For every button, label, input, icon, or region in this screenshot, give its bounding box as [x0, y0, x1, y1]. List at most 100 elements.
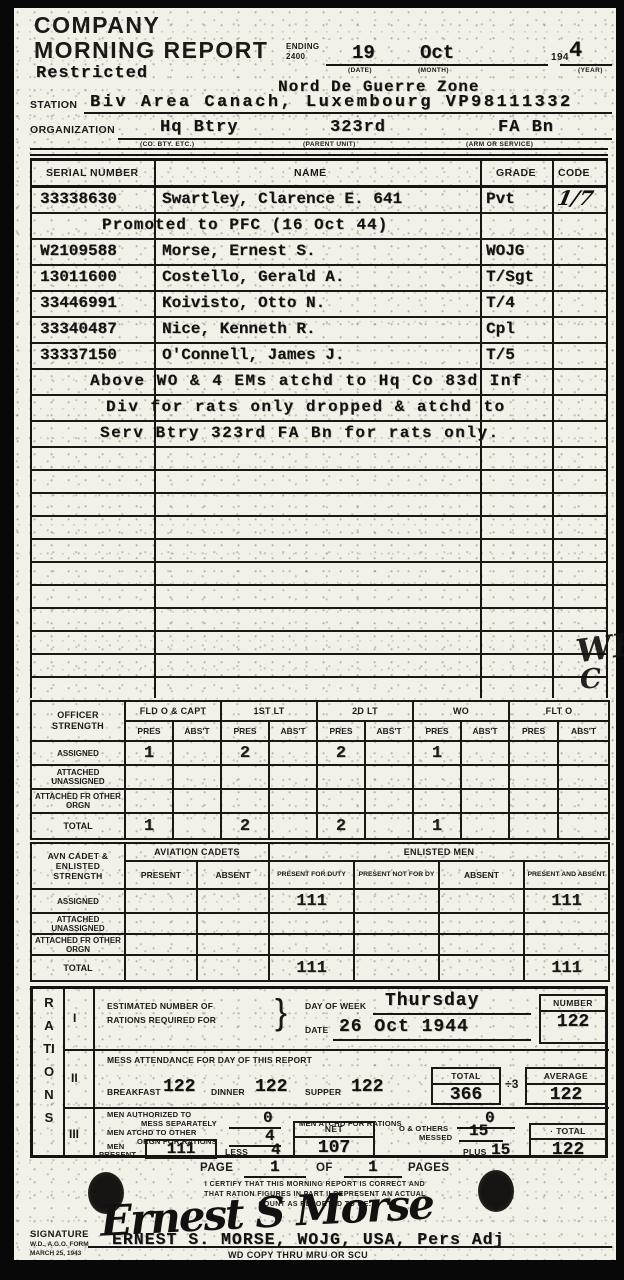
subhead-absent: ABSENT [438, 860, 526, 890]
atchd-other-label1: MEN ATCHD TO OTHER [107, 1128, 197, 1137]
enlisted-strength-table: AVN CADET & ENLISTED STRENGTH AVIATION C… [30, 842, 611, 982]
atchd-rations-value: 0 [485, 1109, 495, 1127]
row-attached-fr-other: ATTACHED FR OTHER ORGN [30, 933, 126, 956]
rations-letters: RATIONS [43, 995, 55, 1125]
roster-note-row: Serv Btry 323rd FA Bn for rats only. [32, 422, 606, 448]
row-attached-unassigned: ATTACHED UNASSIGNED [30, 912, 126, 935]
soldier-name: Costello, Gerald A. [162, 268, 345, 286]
cell-value [557, 812, 611, 840]
date-sublabel: (DATE) [348, 67, 372, 74]
form-title-line2: MORNING REPORT [34, 37, 269, 63]
row-total: TOTAL [30, 812, 126, 840]
serial-number: 33337150 [40, 346, 117, 364]
form-id-line1: W.D., A.G.O. FORM [30, 1241, 89, 1248]
plus-label: PLUS [463, 1147, 487, 1157]
dinner-label: DINNER [211, 1087, 245, 1097]
others-rule [459, 1140, 503, 1142]
roster-blank-row [32, 471, 606, 494]
roster-table: SERIAL NUMBER NAME GRADE CODE 33338630 S… [30, 158, 608, 698]
page-number: 1 [270, 1158, 280, 1176]
cell-value: 111 [268, 954, 356, 982]
divide-by-three: ÷3 [505, 1077, 519, 1091]
others-messed-label1: O & OTHERS [399, 1124, 449, 1133]
soldier-name: Swartley, Clarence E. 641 [162, 190, 403, 208]
rations-est-label2: RATIONS REQUIRED FOR [107, 1015, 217, 1025]
men-present-value: 111 [166, 1140, 196, 1158]
date-label: DATE [305, 1025, 329, 1035]
row-attached-unassigned: ATTACHED UNASSIGNED [30, 764, 126, 790]
cell-value [268, 740, 319, 766]
cell-value [460, 740, 511, 766]
organization-unit: Hq Btry [160, 118, 239, 137]
grand-total-value: 122 [551, 1140, 585, 1160]
roster-row: 13011600 Costello, Gerald A. T/Sgt [32, 266, 606, 292]
section-iii-numeral: III [69, 1127, 80, 1141]
year-sublabel: (YEAR) [578, 67, 603, 74]
page-rule [244, 1176, 306, 1178]
copy-routing-note: WD COPY THRU MRU OR SCU [228, 1250, 369, 1260]
report-date-year: 4 [569, 38, 583, 63]
cell-value: 2 [220, 812, 271, 840]
day-of-week-value: Thursday [385, 991, 480, 1011]
roster-row: 33446991 Koivisto, Otto N. T/4 [32, 292, 606, 318]
punch-hole-right [478, 1170, 514, 1212]
cell-value [268, 812, 319, 840]
month-sublabel: (MONTH) [418, 67, 449, 74]
plus-value: 15 [491, 1141, 511, 1159]
grand-total-box: · TOTAL 122 [529, 1123, 607, 1160]
cell-value: 2 [316, 740, 367, 766]
page-label: PAGE [200, 1162, 234, 1174]
cell-value [364, 740, 415, 766]
station-value: Biv Area Canach, Luxembourg VP98111332 [90, 93, 573, 112]
cell-value: 1 [412, 812, 463, 840]
brace-glyph: } [275, 991, 288, 1032]
cell-value [353, 954, 441, 982]
subhead-absent: ABSENT [195, 860, 271, 890]
breakfast-value: 122 [163, 1077, 196, 1097]
roster-blank-row [32, 563, 606, 586]
paper-background [14, 8, 616, 1260]
roster-note-row: Above WO & 4 EMs atchd to Hq Co 83d Inf [32, 370, 606, 396]
grade: T/Sgt [486, 268, 535, 286]
grade: WOJG [486, 242, 525, 260]
roster-blank-row [32, 448, 606, 471]
subhead-pres: PRES [124, 720, 174, 742]
average-box-label: AVERAGE [527, 1069, 605, 1085]
subhead-present-not-for-dy: PRESENT NOT FOR DY [353, 860, 441, 890]
certification-text: I CERTIFY THAT THIS MORNING REPORT IS CO… [160, 1180, 470, 1210]
roster-blank-row [32, 586, 606, 609]
cell-value: 1 [124, 812, 174, 840]
roster-note-row: Promoted to PFC (16 Oct 44) [32, 214, 606, 240]
certify-line2: THAT RATION FIGURES IN PART II REPRESENT… [204, 1191, 426, 1198]
roster-note: Serv Btry 323rd FA Bn for rats only. [100, 424, 500, 442]
subhead-present-and-absent: PRESENT AND ABSENT [523, 860, 611, 890]
men-present-box: 111 [145, 1139, 217, 1159]
row-attached-fr-other: ATTACHED FR OTHER ORGN [30, 788, 126, 814]
cell-value [557, 740, 611, 766]
group-1st-lt: 1ST LT [220, 700, 319, 722]
form-title-line1: COMPANY [34, 12, 161, 38]
cell-value [364, 812, 415, 840]
day-of-week-label: DAY OF WEEK [305, 1001, 367, 1011]
average-box: AVERAGE 122 [525, 1067, 607, 1105]
year-rule [560, 64, 612, 66]
auth-rule [229, 1127, 281, 1129]
form-id-line2: MARCH 25, 1943 [30, 1250, 82, 1257]
net-box-value: 107 [317, 1138, 351, 1158]
serial-number: 33338630 [40, 190, 117, 208]
roster-blank-row [32, 655, 606, 678]
atchd-rations-rule [457, 1127, 515, 1129]
soldier-name: O'Connell, James J. [162, 346, 345, 364]
cell-value [195, 954, 271, 982]
year-printed-prefix: 194 [551, 52, 569, 63]
org-arm-sublabel: (ARM OR SERVICE) [466, 141, 534, 148]
roster-col-divider [480, 161, 482, 698]
signature-rule [88, 1246, 612, 1248]
soldier-name: Nice, Kenneth R. [162, 320, 316, 338]
enlisted-strength-title: AVN CADET & ENLISTED STRENGTH [30, 842, 126, 890]
roster-row: 33337150 O'Connell, James J. T/5 [32, 344, 606, 370]
subhead-pres: PRES [316, 720, 367, 742]
group-2d-lt: 2D LT [316, 700, 415, 722]
officer-strength-table: OFFICER STRENGTH FLD O & CAPT 1ST LT 2D … [30, 700, 611, 840]
cell-value: 111 [523, 888, 611, 914]
